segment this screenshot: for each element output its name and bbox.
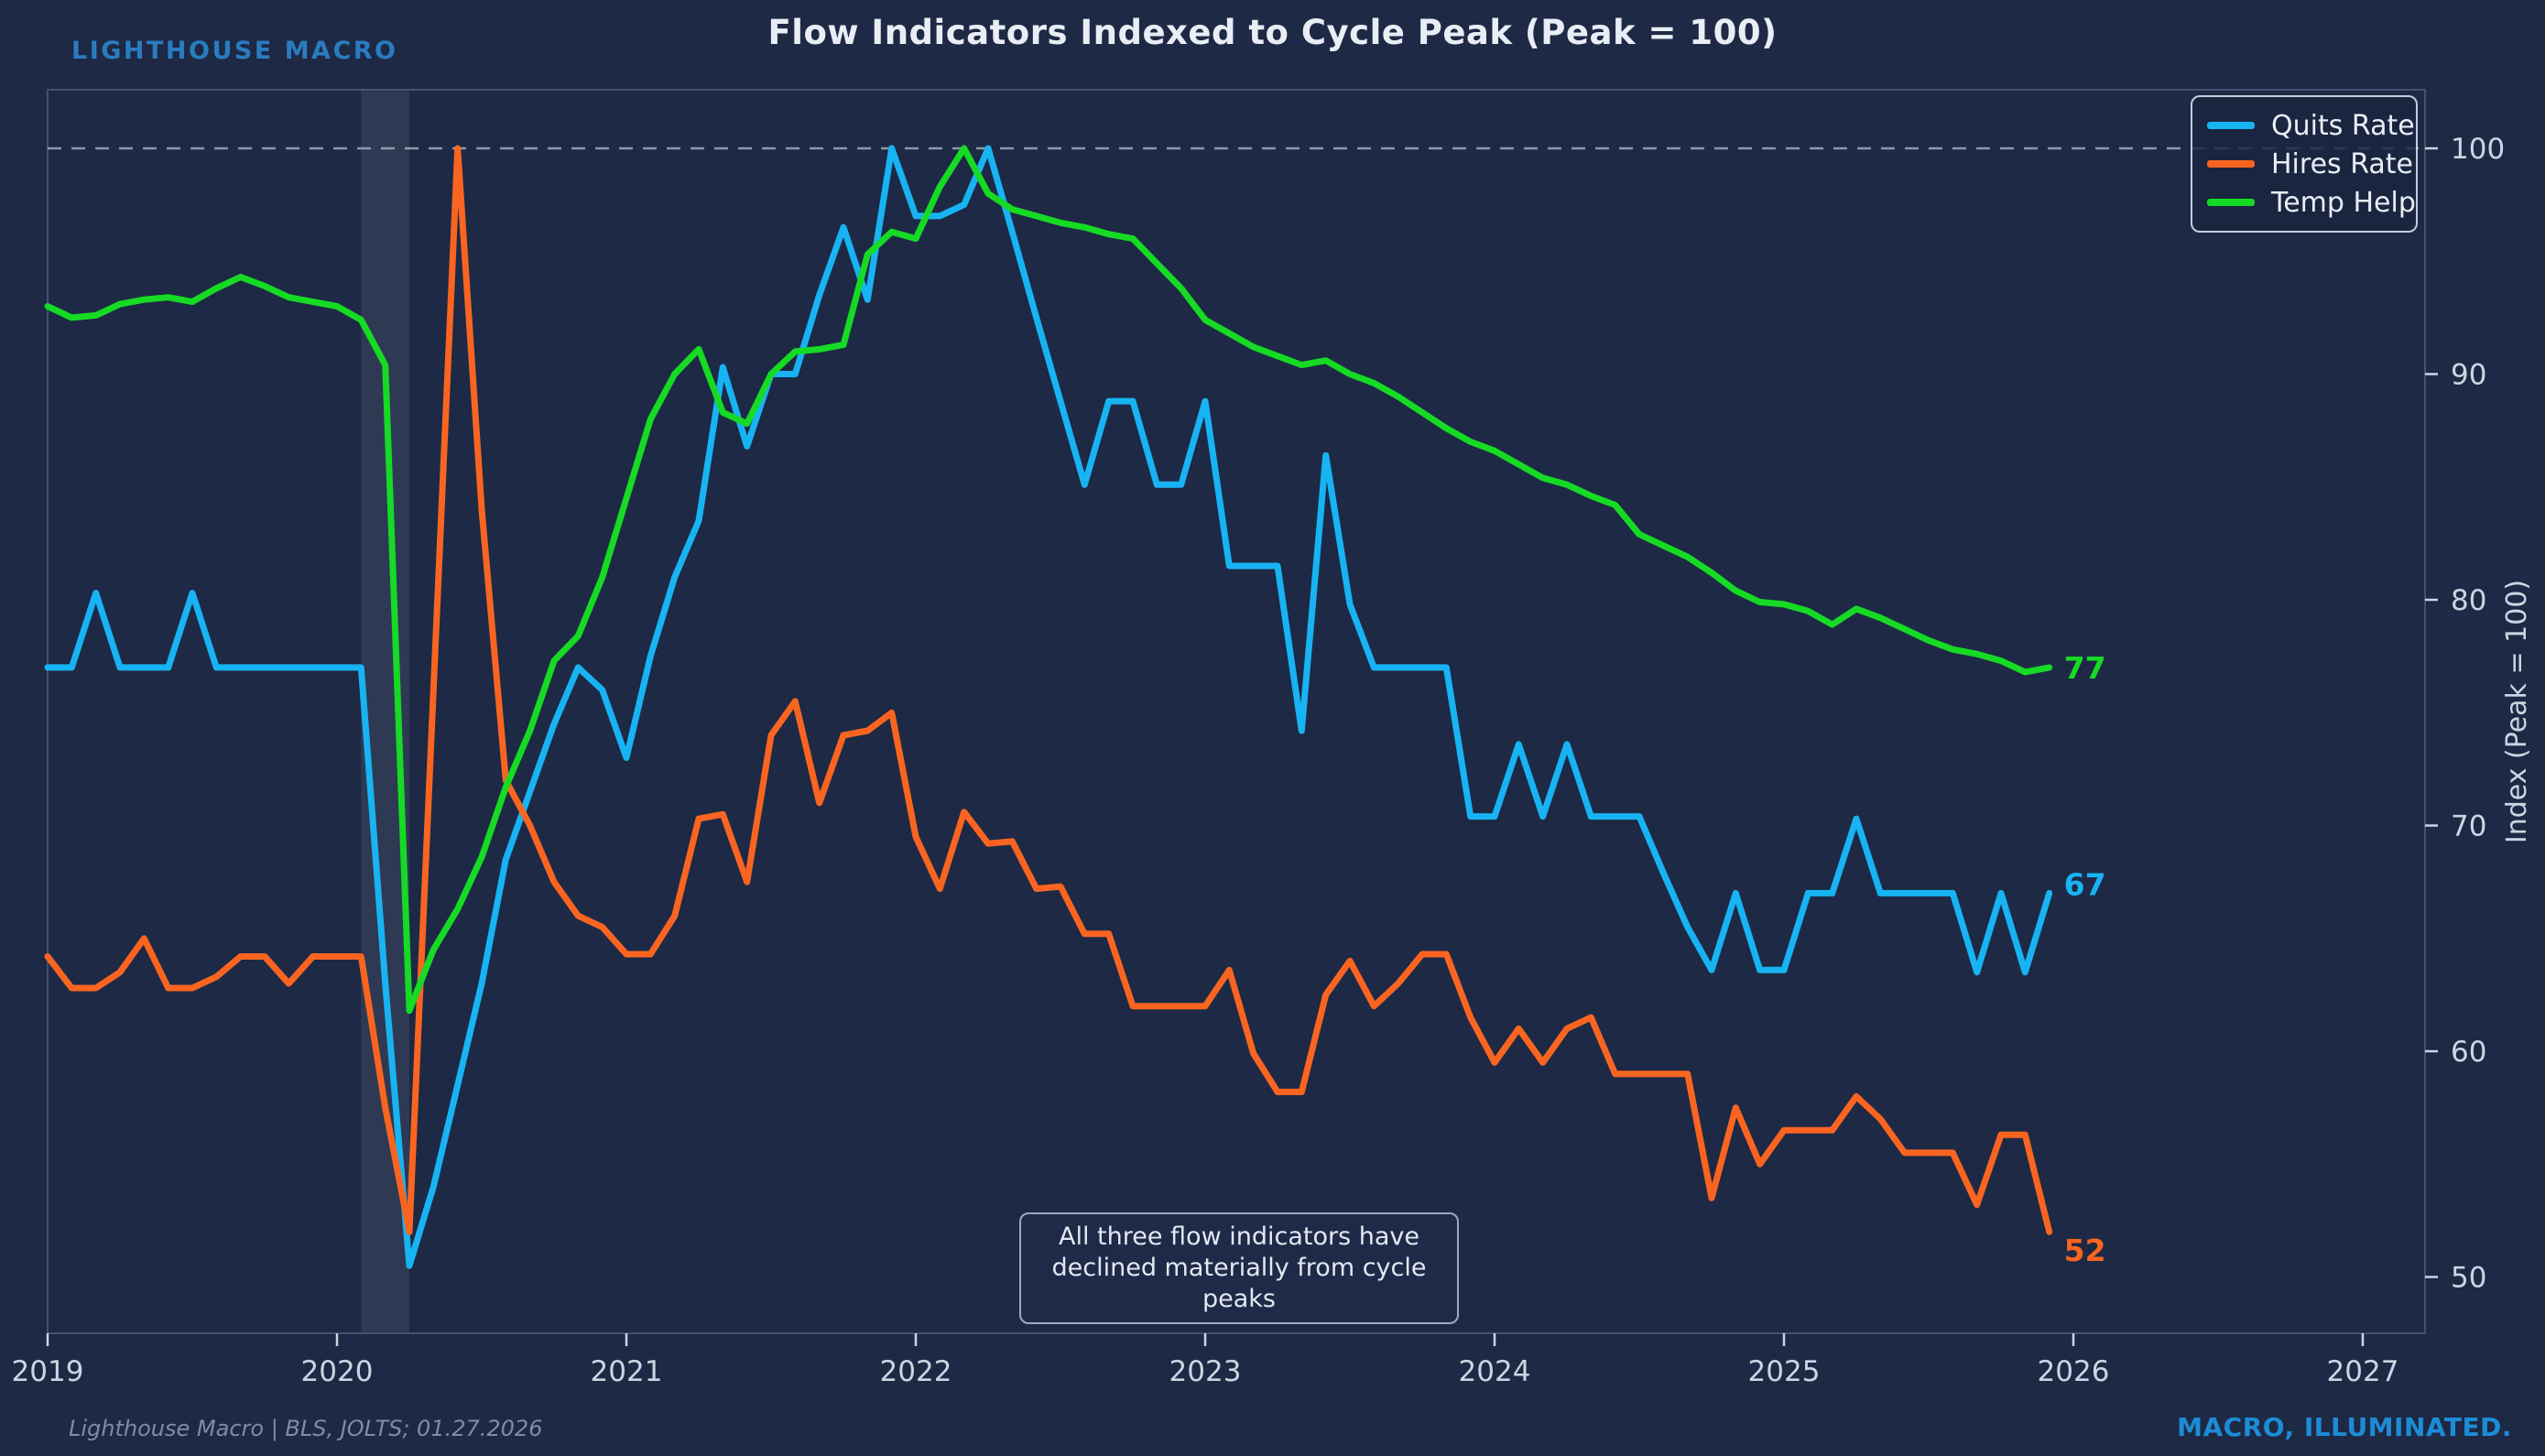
x-tick-label-2024: 2024 [1459,1355,1531,1388]
x-tick-label-2019: 2019 [12,1355,84,1388]
y-tick-label-50: 50 [2451,1262,2486,1295]
y-tick-label-100: 100 [2451,133,2505,166]
series-line-hires-rate [44,145,2053,1235]
legend-item-hires: Hires Rate [2207,145,2413,183]
x-tick-label-2020: 2020 [301,1355,374,1388]
y-tick-label-70: 70 [2451,810,2486,843]
x-tick-label-2026: 2026 [2038,1355,2110,1388]
x-tick-label-2022: 2022 [880,1355,952,1388]
series-line-quits-rate [44,145,2053,1269]
annotation-line1: All three flow indicators have [1058,1222,1419,1251]
x-tick-label-2023: 2023 [1169,1355,1242,1388]
plot-border [47,89,2426,1334]
y-tick-label-90: 90 [2451,359,2486,392]
y-tick-label-80: 80 [2451,584,2486,617]
legend-label-hires: Hires Rate [2271,147,2413,180]
temp-line-swatch-icon [2207,199,2255,206]
end-label-hires-rate: 52 [2064,1233,2106,1268]
legend-label-quits: Quits Rate [2271,109,2415,142]
series-line-temp-help [44,145,2053,1015]
chart-legend: Quits Rate Hires Rate Temp Help [2191,95,2418,233]
y-axis-label: Index (Peak = 100) [2501,580,2533,843]
hires-line-swatch-icon [2207,160,2255,168]
legend-item-quits: Quits Rate [2207,106,2415,145]
legend-label-temp: Temp Help [2271,186,2416,219]
x-tick-label-2027: 2027 [2327,1355,2399,1388]
legend-item-temp: Temp Help [2207,183,2416,222]
annotation-line2: declined materially from cycle peaks [1051,1254,1427,1313]
quits-line-swatch-icon [2207,122,2255,129]
footer-tagline: MACRO, ILLUMINATED. [2177,1412,2512,1442]
footer-source: Lighthouse Macro | BLS, JOLTS; 01.27.202… [69,1416,543,1441]
page-title: Flow Indicators Indexed to Cycle Peak (P… [767,13,1778,52]
x-tick-label-2021: 2021 [591,1355,663,1388]
x-tick-label-2025: 2025 [1748,1355,1821,1388]
end-label-temp-help: 77 [2064,650,2106,686]
brand-logo: LIGHTHOUSE MACRO [71,37,398,65]
y-tick-label-60: 60 [2451,1036,2486,1069]
end-label-quits-rate: 67 [2064,866,2106,902]
annotation-box: All three flow indicators have declined … [1019,1212,1459,1324]
